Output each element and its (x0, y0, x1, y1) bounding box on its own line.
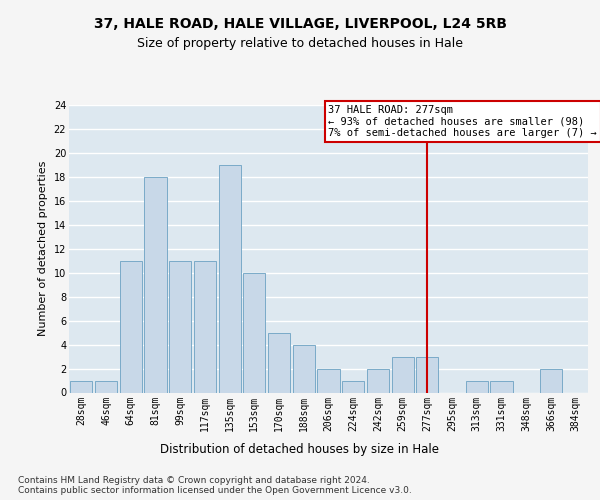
Bar (169, 260, 191, 392)
Text: 37, HALE ROAD, HALE VILLAGE, LIVERPOOL, L24 5RB: 37, HALE ROAD, HALE VILLAGE, LIVERPOOL, … (94, 18, 506, 32)
Text: 37 HALE ROAD: 277sqm
← 93% of detached houses are smaller (98)
7% of semi-detach: 37 HALE ROAD: 277sqm ← 93% of detached h… (329, 105, 597, 138)
Y-axis label: Number of detached properties: Number of detached properties (38, 161, 48, 336)
Bar (145, 177, 167, 392)
Bar (194, 260, 216, 392)
Bar (70, 380, 92, 392)
Bar (540, 368, 562, 392)
Bar (293, 344, 315, 393)
Bar (466, 380, 488, 392)
Bar (243, 272, 265, 392)
Bar (95, 380, 117, 392)
Text: Distribution of detached houses by size in Hale: Distribution of detached houses by size … (161, 442, 439, 456)
Bar (218, 165, 241, 392)
Bar (119, 260, 142, 392)
Bar (490, 380, 512, 392)
Bar (342, 380, 364, 392)
Bar (317, 368, 340, 392)
Bar (268, 332, 290, 392)
Text: Size of property relative to detached houses in Hale: Size of property relative to detached ho… (137, 38, 463, 51)
Text: Contains HM Land Registry data © Crown copyright and database right 2024.
Contai: Contains HM Land Registry data © Crown c… (18, 476, 412, 495)
Bar (367, 368, 389, 392)
Bar (416, 356, 439, 392)
Bar (392, 356, 414, 392)
